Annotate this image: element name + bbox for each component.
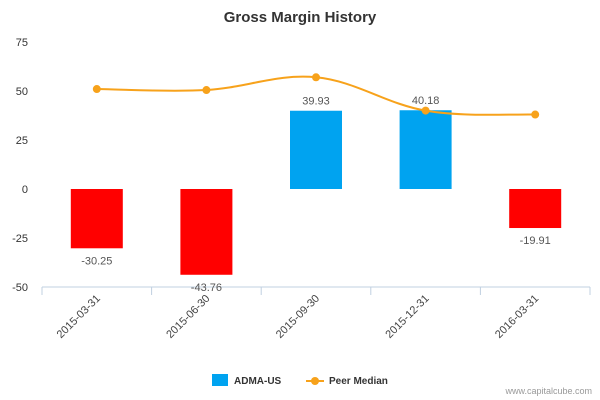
peer-median-point-2015-06-30 bbox=[202, 86, 211, 95]
bar-value-label: -30.25 bbox=[81, 255, 112, 267]
line-series bbox=[92, 73, 540, 119]
bar-value-label: 39.93 bbox=[302, 96, 330, 108]
y-tick-label: 25 bbox=[16, 135, 28, 147]
x-tick-label: 2015-09-30 bbox=[274, 293, 322, 341]
chart-title: Gross Margin History bbox=[224, 9, 377, 26]
peer-median-point-2016-03-31 bbox=[531, 110, 540, 119]
legend-label-adma: ADMA-US bbox=[234, 376, 282, 387]
legend-swatch-peer-marker bbox=[311, 377, 319, 385]
legend-label-peer: Peer Median bbox=[329, 376, 388, 387]
bar-series bbox=[70, 110, 562, 275]
x-tick-label: 2015-03-31 bbox=[55, 293, 103, 341]
x-tick-label: 2015-06-30 bbox=[164, 293, 212, 341]
y-tick-label: -50 bbox=[12, 282, 28, 294]
peer-median-point-2015-03-31 bbox=[92, 85, 101, 94]
y-axis: 75 50 25 0 -25 -50 bbox=[12, 37, 28, 294]
bar-value-label: 40.18 bbox=[412, 95, 440, 107]
y-tick-label: -25 bbox=[12, 233, 28, 245]
x-tick-label: 2016-03-31 bbox=[493, 293, 541, 341]
peer-median-point-2015-12-31 bbox=[421, 106, 430, 115]
source-credit: www.capitalcube.com bbox=[504, 386, 592, 396]
bar-value-label: -43.76 bbox=[191, 282, 222, 294]
bar-2015-12-31 bbox=[399, 110, 452, 189]
bar-value-label: -19.91 bbox=[520, 235, 551, 247]
legend-swatch-adma bbox=[212, 374, 228, 386]
x-tick-label: 2015-12-31 bbox=[383, 293, 431, 341]
bar-2015-09-30 bbox=[290, 110, 342, 189]
bar-2015-03-31 bbox=[70, 189, 123, 249]
y-tick-label: 50 bbox=[16, 86, 28, 98]
peer-median-point-2015-09-30 bbox=[312, 73, 320, 82]
bar-2016-03-31 bbox=[509, 189, 562, 229]
bar-2015-06-30 bbox=[180, 189, 233, 275]
x-axis: 2015-03-31 2015-06-30 2015-09-30 2015-12-31… bbox=[41, 286, 591, 341]
data-labels: -30.25 -43.76 39.93 40.18 -19.91 bbox=[81, 95, 551, 294]
legend: ADMA-US Peer Median bbox=[212, 374, 388, 387]
y-tick-label: 0 bbox=[22, 184, 28, 196]
y-tick-label: 75 bbox=[16, 37, 28, 49]
